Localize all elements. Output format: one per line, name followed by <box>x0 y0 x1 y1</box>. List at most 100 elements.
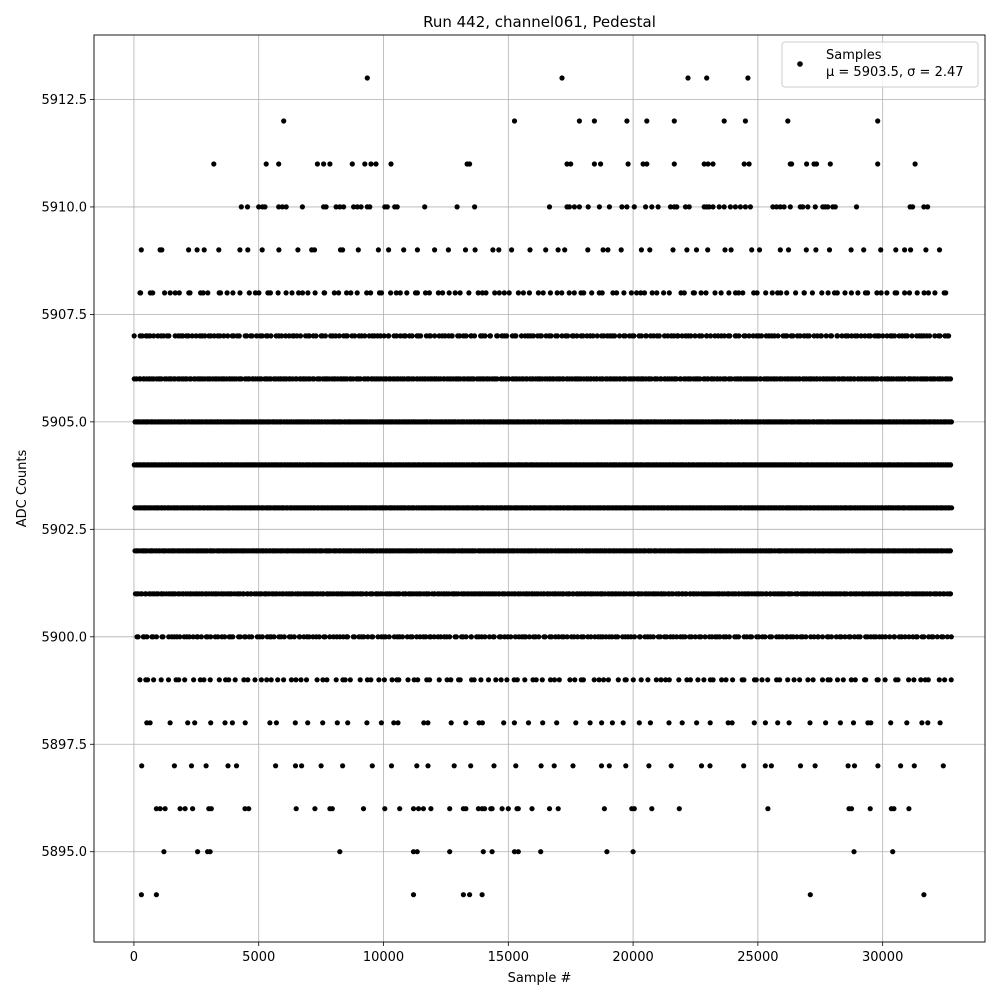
data-point <box>351 634 358 640</box>
data-point <box>357 677 363 683</box>
data-point <box>425 763 431 769</box>
data-point <box>230 634 236 640</box>
data-point <box>445 247 451 253</box>
data-point <box>891 634 898 640</box>
data-point <box>794 634 800 640</box>
data-point <box>878 247 884 253</box>
data-point <box>565 333 571 339</box>
data-point <box>533 677 539 683</box>
data-point <box>472 204 478 210</box>
data-point <box>664 634 670 640</box>
data-point <box>630 849 636 855</box>
y-ticks: 5895.05897.55900.05902.55905.05907.55910… <box>42 93 94 860</box>
data-point <box>205 290 211 296</box>
data-point <box>225 333 231 339</box>
data-point <box>367 204 373 210</box>
data-point <box>486 634 492 640</box>
data-point <box>726 634 733 640</box>
data-point <box>409 333 415 339</box>
data-point <box>194 247 200 253</box>
data-point <box>138 892 144 898</box>
data-point <box>499 806 505 812</box>
data-point <box>176 290 182 296</box>
data-point <box>509 247 515 253</box>
data-point <box>618 247 624 253</box>
data-point <box>625 161 631 167</box>
data-point <box>707 720 713 726</box>
data-point <box>222 720 228 726</box>
data-point <box>567 677 573 683</box>
data-point <box>249 333 255 339</box>
data-point <box>754 290 760 296</box>
data-point <box>927 333 933 339</box>
data-point <box>440 290 446 296</box>
data-point <box>921 204 927 210</box>
data-point <box>427 333 434 339</box>
data-point <box>546 204 553 210</box>
x-tick-label: 5000 <box>242 950 275 965</box>
data-point <box>842 290 848 296</box>
data-point <box>171 763 177 769</box>
data-point <box>643 204 649 210</box>
data-point <box>610 290 616 296</box>
data-point <box>812 763 818 769</box>
data-point <box>906 677 912 683</box>
data-point <box>721 118 727 124</box>
data-point <box>281 118 287 124</box>
data-point <box>333 204 339 210</box>
data-point <box>769 290 775 296</box>
data-point <box>306 634 312 640</box>
legend-marker <box>797 61 803 67</box>
data-point <box>393 290 399 296</box>
data-point <box>606 763 612 769</box>
data-point <box>193 333 199 339</box>
data-point <box>202 333 208 339</box>
data-point <box>749 634 755 640</box>
data-point <box>468 634 474 640</box>
data-point <box>337 849 343 855</box>
data-point <box>259 634 265 640</box>
data-point <box>242 806 248 812</box>
data-point <box>322 634 328 640</box>
data-point <box>365 634 371 640</box>
data-point <box>638 290 644 296</box>
data-point <box>857 634 863 640</box>
data-point <box>422 290 429 296</box>
data-point <box>489 806 495 812</box>
data-point <box>687 677 694 683</box>
data-point <box>381 333 387 339</box>
data-point <box>187 290 193 296</box>
data-point <box>478 677 484 683</box>
data-point <box>361 634 367 640</box>
data-point <box>825 290 831 296</box>
data-point <box>653 677 660 683</box>
data-point <box>728 247 734 253</box>
data-point <box>555 247 561 253</box>
data-point <box>463 720 469 726</box>
data-point <box>863 677 869 683</box>
data-point <box>216 677 222 683</box>
data-point <box>786 720 792 726</box>
data-point <box>947 376 954 382</box>
data-point <box>386 634 392 640</box>
data-point <box>807 892 813 898</box>
data-point <box>395 720 401 726</box>
data-point <box>851 376 858 382</box>
data-point <box>631 204 637 210</box>
data-point <box>571 204 578 210</box>
data-point <box>498 634 504 640</box>
y-tick-label: 5900.0 <box>42 630 88 645</box>
data-point <box>848 290 855 296</box>
data-point <box>908 247 914 253</box>
data-point <box>867 333 874 339</box>
data-point <box>431 634 437 640</box>
data-point <box>548 634 555 640</box>
data-point <box>878 290 884 296</box>
data-point <box>605 677 612 683</box>
data-point <box>299 204 305 210</box>
data-point <box>671 118 677 124</box>
data-point <box>538 763 544 769</box>
data-point <box>574 634 581 640</box>
data-point <box>948 634 954 640</box>
data-point <box>273 763 279 769</box>
